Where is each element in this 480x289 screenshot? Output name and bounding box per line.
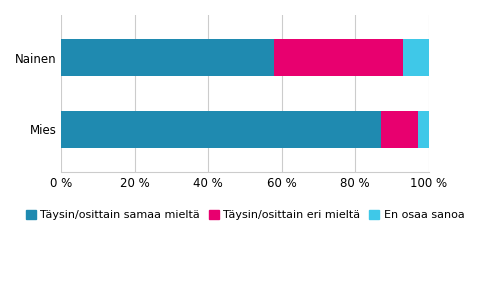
- Legend: Täysin/osittain samaa mieltä, Täysin/osittain eri mieltä, En osaa sanoa: Täysin/osittain samaa mieltä, Täysin/osi…: [21, 205, 468, 225]
- Bar: [61, 110, 380, 148]
- Bar: [417, 110, 428, 148]
- Bar: [274, 39, 402, 76]
- Bar: [380, 110, 417, 148]
- Bar: [402, 39, 428, 76]
- Bar: [61, 39, 274, 76]
